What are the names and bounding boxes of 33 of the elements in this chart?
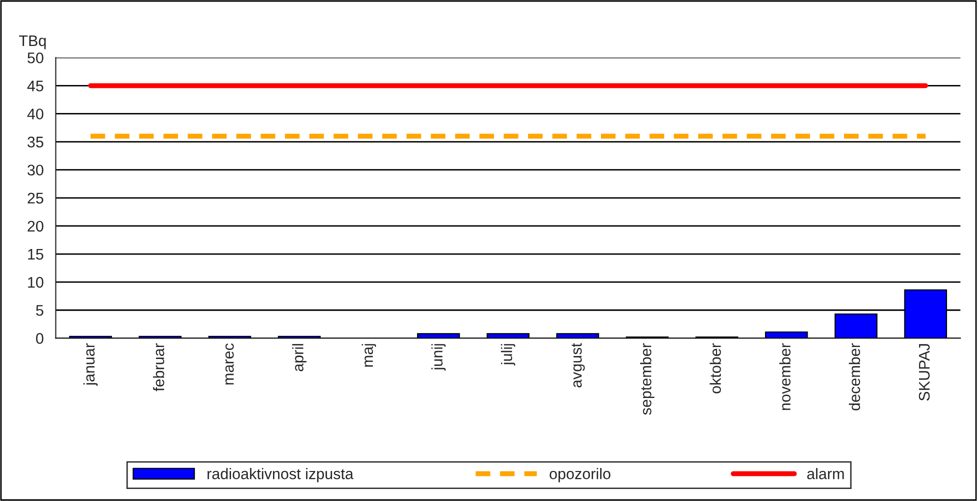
x-tick-label: julij bbox=[500, 344, 516, 366]
y-tick-label: 20 bbox=[28, 220, 44, 232]
x-tick-label: maj bbox=[362, 344, 376, 367]
y-axis-title: TBq bbox=[19, 36, 46, 50]
bar bbox=[417, 333, 460, 338]
x-tick-label: SKUPAJ bbox=[918, 344, 930, 401]
y-tick-label: 5 bbox=[36, 305, 44, 316]
y-tick-label: 50 bbox=[28, 52, 44, 64]
y-tick-label: 10 bbox=[28, 276, 44, 288]
y-tick-label: 40 bbox=[27, 108, 44, 120]
legend-label: alarm bbox=[807, 468, 844, 480]
y-tick-label: 25 bbox=[28, 192, 44, 204]
bar bbox=[764, 331, 808, 338]
x-tick-label: januar bbox=[83, 343, 98, 386]
bar bbox=[834, 313, 878, 338]
x-tick-label: junij bbox=[431, 344, 446, 371]
x-tick-label: november bbox=[779, 343, 791, 410]
y-tick-label: 35 bbox=[28, 136, 44, 148]
bar bbox=[556, 333, 600, 338]
x-tick-label: marec bbox=[225, 343, 234, 384]
x-tick-label: december bbox=[848, 343, 860, 410]
x-tick-label: februar bbox=[153, 343, 164, 392]
x-tick-label: september bbox=[640, 343, 654, 415]
y-tick-label: 0 bbox=[36, 333, 44, 344]
y-tick-label: 15 bbox=[28, 249, 44, 260]
bar bbox=[486, 333, 530, 338]
x-tick-label: avgust bbox=[572, 343, 585, 388]
x-tick-label: oktober bbox=[710, 343, 721, 394]
y-tick-label: 45 bbox=[27, 80, 44, 92]
legend-label: opozorilo bbox=[550, 468, 610, 482]
x-tick-label: april bbox=[292, 344, 306, 372]
legend-label: radioaktivnost izpusta bbox=[208, 468, 354, 482]
y-tick-label: 30 bbox=[28, 164, 44, 176]
